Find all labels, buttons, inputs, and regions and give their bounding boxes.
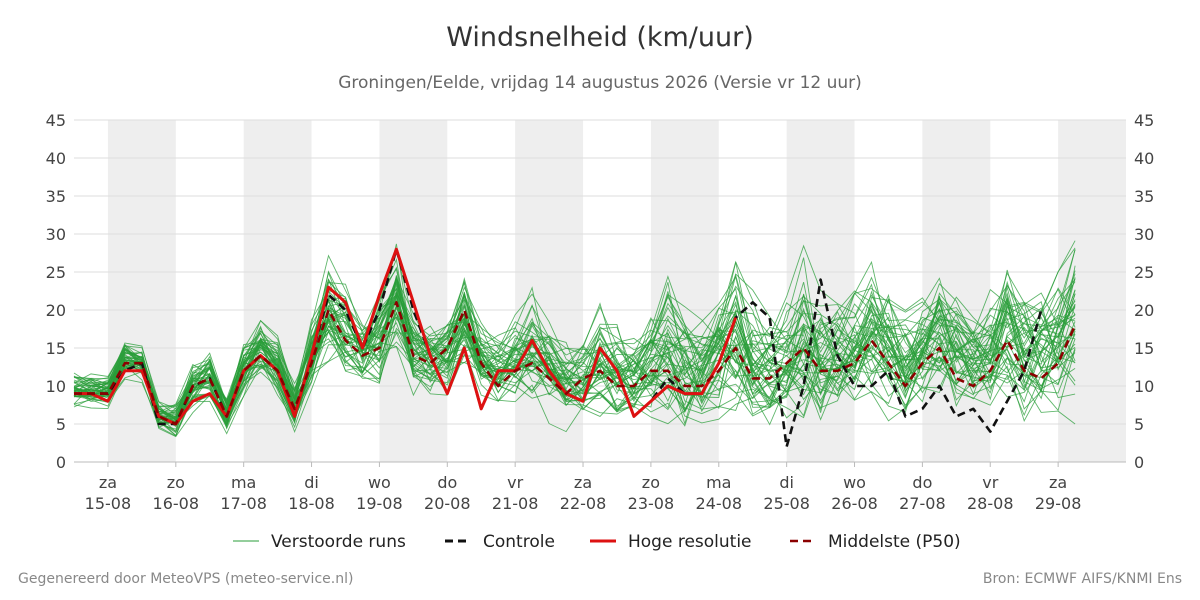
x-tick-day: ma [706, 473, 731, 492]
y-tick-label-left: 40 [46, 149, 66, 168]
legend-label: Verstoorde runs [271, 532, 406, 552]
y-tick-label-left: 35 [46, 187, 66, 206]
y-tick-label-right: 5 [1134, 415, 1144, 434]
legend-label: Middelste (P50) [828, 532, 961, 552]
x-tick-day: wo [843, 473, 866, 492]
y-tick-label-left: 15 [46, 339, 66, 358]
ensemble-member [73, 280, 1076, 426]
chart-subtitle: Groningen/Eelde, vrijdag 14 augustus 202… [338, 73, 862, 93]
x-tick-day: vr [982, 473, 998, 492]
footer-generated-by: Gegenereerd door MeteoVPS (meteo-service… [18, 571, 354, 587]
x-tick-day: di [779, 473, 794, 492]
x-tick-date: 26-08 [831, 494, 878, 513]
y-tick-label-left: 10 [46, 377, 66, 396]
y-tick-label-right: 10 [1134, 377, 1154, 396]
x-tick-date: 21-08 [492, 494, 539, 513]
y-tick-label-right: 0 [1134, 453, 1144, 472]
ensemble-member [73, 287, 1076, 418]
y-tick-label-right: 20 [1134, 301, 1154, 320]
chart-title: Windsnelheid (km/uur) [446, 22, 754, 53]
x-tick-date: 25-08 [763, 494, 810, 513]
y-tick-label-right: 30 [1134, 225, 1154, 244]
x-tick-date: 19-08 [356, 494, 403, 513]
x-tick-date: 15-08 [85, 494, 132, 513]
legend-label: Controle [483, 532, 555, 552]
x-tick-day: za [1049, 473, 1067, 492]
x-tick-date: 18-08 [288, 494, 335, 513]
x-tick-day: za [99, 473, 117, 492]
y-tick-label-left: 30 [46, 225, 66, 244]
x-tick-date: 17-08 [220, 494, 267, 513]
legend-label: Hoge resolutie [628, 532, 752, 552]
shaded-day-17-08 [243, 120, 312, 462]
x-tick-date: 23-08 [628, 494, 675, 513]
x-tick-date: 22-08 [560, 494, 607, 513]
x-tick-day: za [574, 473, 592, 492]
x-tick-day: vr [507, 473, 523, 492]
shaded-day-21-08 [515, 120, 584, 462]
x-tick-date: 16-08 [153, 494, 200, 513]
ensemble-member [73, 288, 1076, 424]
series-lines [74, 247, 1077, 449]
shaded-day-19-08 [379, 120, 448, 462]
x-tick-day: wo [368, 473, 391, 492]
x-tick-date: 20-08 [424, 494, 471, 513]
x-tick-date: 28-08 [967, 494, 1014, 513]
y-axis-right: 0 5 10 15 20 25 30 35 40 45 [1134, 111, 1154, 472]
x-tick-day: ma [231, 473, 256, 492]
shaded-day-27-08 [922, 120, 991, 462]
y-tick-label-left: 5 [56, 415, 66, 434]
x-tick-date: 29-08 [1035, 494, 1082, 513]
series-line-hoge-resolutie [74, 247, 738, 426]
x-tick-date: 24-08 [696, 494, 743, 513]
y-tick-label-left: 45 [46, 111, 66, 130]
ensemble-member [73, 293, 1076, 428]
y-tick-label-right: 15 [1134, 339, 1154, 358]
y-tick-label-right: 40 [1134, 149, 1154, 168]
ensemble-member [73, 286, 1076, 428]
y-tick-label-left: 25 [46, 263, 66, 282]
footer-source: Bron: ECMWF AIFS/KNMI Ens [982, 571, 1182, 587]
y-tick-label-left: 20 [46, 301, 66, 320]
series-line-middelste-p50 [74, 301, 1077, 426]
shaded-day-15-08 [107, 120, 176, 462]
x-tick-day: do [437, 473, 457, 492]
x-tick-date: 27-08 [899, 494, 946, 513]
x-tick-day: di [304, 473, 319, 492]
x-tick-day: do [912, 473, 932, 492]
legend: Verstoorde runs Controle Hoge resolutie Mid… [233, 532, 961, 552]
y-tick-label-left: 0 [56, 453, 66, 472]
x-axis: za 15-08 zo 16-08 ma 17-08 di 18-08 wo 19-08 do 20-… [85, 462, 1082, 513]
y-axis-left: 0 5 10 15 20 25 30 35 40 45 [46, 111, 66, 472]
ensemble-member [73, 281, 1076, 425]
ensemble-member [73, 254, 1076, 423]
x-tick-day: zo [167, 473, 185, 492]
y-tick-label-right: 35 [1134, 187, 1154, 206]
y-tick-label-right: 45 [1134, 111, 1154, 130]
x-tick-day: zo [642, 473, 660, 492]
y-tick-label-right: 25 [1134, 263, 1154, 282]
shaded-day-25-08 [786, 120, 855, 462]
